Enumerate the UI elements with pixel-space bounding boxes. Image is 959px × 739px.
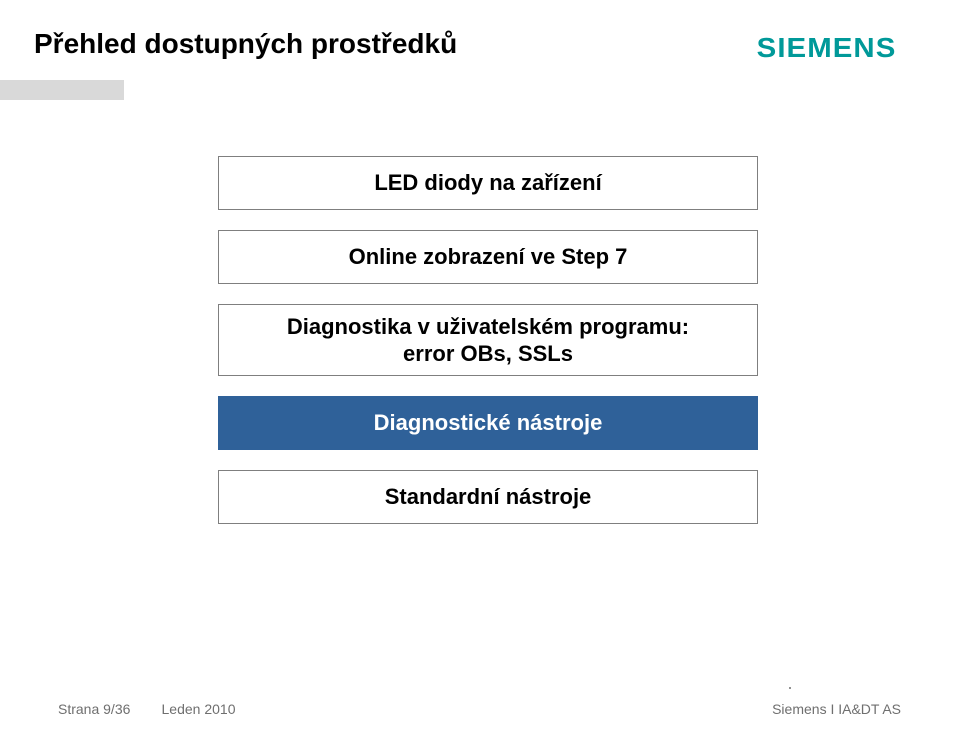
card-text-line1: LED diody na zařízení [374, 169, 601, 197]
card-text: Diagnostické nástroje [374, 409, 603, 437]
card-text: LED diody na zařízení [374, 169, 601, 197]
footer-page: Strana 9/36 [58, 701, 130, 717]
footer-right: Siemens I IA&DT AS [772, 701, 901, 717]
card-3: Diagnostické nástroje [218, 396, 758, 450]
card-1: Online zobrazení ve Step 7 [218, 230, 758, 284]
slide: Přehled dostupných prostředků SIEMENS LE… [0, 0, 959, 739]
card-text: Standardní nástroje [385, 483, 592, 511]
card-text-line1: Online zobrazení ve Step 7 [349, 243, 628, 271]
siemens-logo: SIEMENS [757, 32, 897, 64]
card-0: LED diody na zařízení [218, 156, 758, 210]
footer-date: Leden 2010 [162, 701, 236, 717]
card-4: Standardní nástroje [218, 470, 758, 524]
page-title: Přehled dostupných prostředků [34, 28, 560, 60]
card-stack: LED diody na zařízení Online zobrazení ve… [218, 156, 758, 524]
card-text: Diagnostika v uživatelském programu:erro… [287, 313, 689, 368]
footer: Strana 9/36 Leden 2010 Siemens I IA&DT A… [0, 701, 959, 717]
card-2: Diagnostika v uživatelském programu:erro… [218, 304, 758, 376]
footer-left: Strana 9/36 Leden 2010 [58, 701, 235, 717]
card-text: Online zobrazení ve Step 7 [349, 243, 628, 271]
card-text-line2: error OBs, SSLs [287, 340, 689, 368]
card-text-line1: Diagnostické nástroje [374, 409, 603, 437]
card-text-line1: Standardní nástroje [385, 483, 592, 511]
title-area: Přehled dostupných prostředků [0, 0, 570, 80]
card-text-line1: Diagnostika v uživatelském programu: [287, 313, 689, 341]
